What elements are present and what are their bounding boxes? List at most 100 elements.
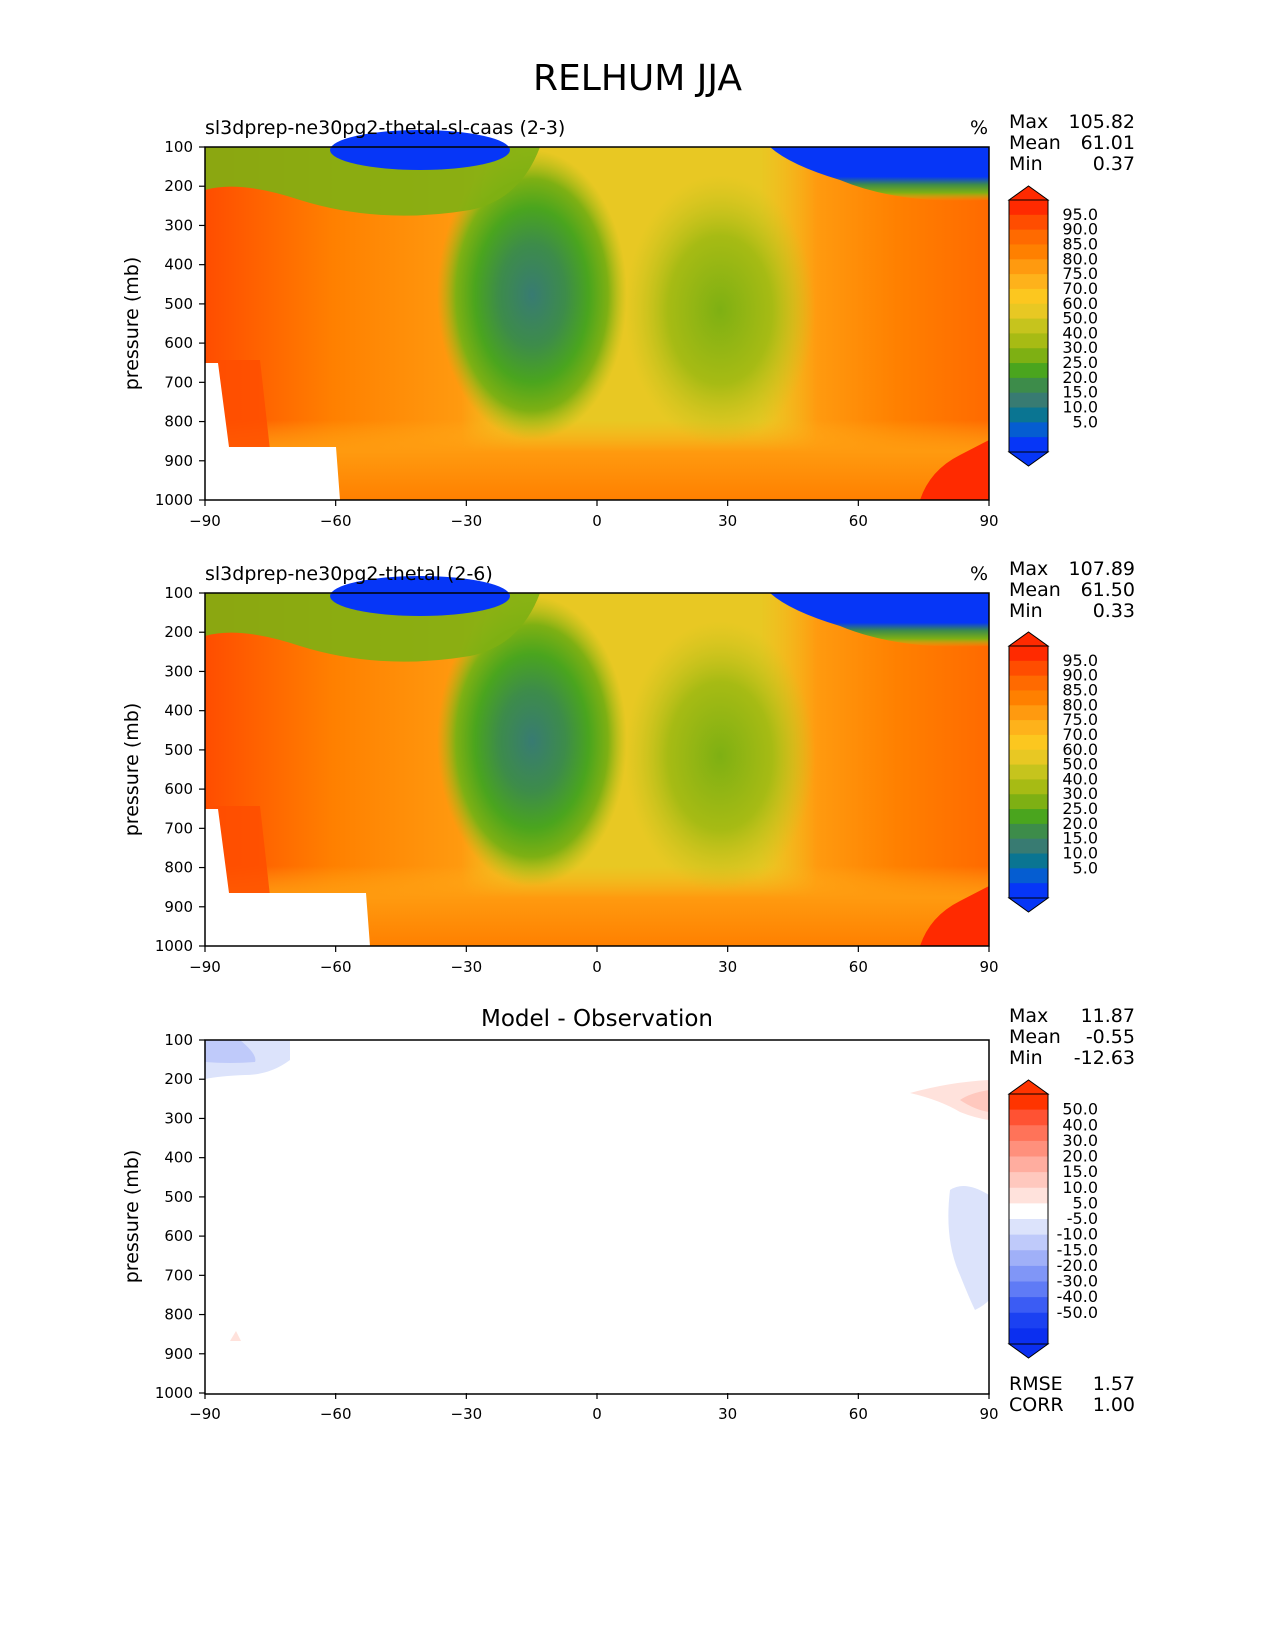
colorbar-swatch bbox=[1009, 1172, 1048, 1189]
stat-label: Mean bbox=[1009, 132, 1061, 154]
panel-2-title: sl3dprep-ne30pg2-thetal (2-6) bbox=[205, 563, 493, 585]
x-tick-label: 30 bbox=[718, 1405, 737, 1423]
colorbar-swatch bbox=[1009, 1250, 1048, 1267]
colorbar-label: 70.0 bbox=[1062, 279, 1098, 298]
stat-label: Max bbox=[1009, 1005, 1049, 1027]
colorbar-swatch bbox=[1009, 720, 1048, 736]
y-tick-label: 200 bbox=[164, 1070, 193, 1088]
colorbar-swatch bbox=[1009, 1156, 1048, 1173]
y-tick-label: 1000 bbox=[155, 937, 193, 955]
y-tick-label: 800 bbox=[164, 1306, 193, 1324]
x-tick-label: −30 bbox=[451, 512, 483, 530]
colorbar-swatch bbox=[1009, 1109, 1048, 1126]
stat-label: Min bbox=[1009, 600, 1043, 622]
stat-value: -0.55 bbox=[1085, 1026, 1135, 1048]
x-tick-label: −90 bbox=[189, 1405, 221, 1423]
colorbar-frame bbox=[1008, 1093, 1049, 1345]
colorbar-swatch bbox=[1009, 288, 1048, 305]
colorbar-label: 90.0 bbox=[1062, 666, 1098, 685]
colorbar-label: 40.0 bbox=[1062, 323, 1098, 342]
stat-label: Max bbox=[1009, 111, 1049, 133]
colorbar-swatch bbox=[1009, 705, 1048, 721]
colorbar-label: 30.0 bbox=[1062, 784, 1098, 803]
colorbar-extend-top bbox=[1007, 185, 1050, 201]
x-tick-label: −30 bbox=[451, 1405, 483, 1423]
colorbar-label: -20.0 bbox=[1057, 1256, 1098, 1275]
y-tick-label: 1000 bbox=[155, 1384, 193, 1402]
colorbar-extend-bottom bbox=[1007, 451, 1050, 467]
x-tick-label: −90 bbox=[189, 958, 221, 976]
stat-value: 61.01 bbox=[1080, 132, 1135, 154]
colorbar-label: 50.0 bbox=[1062, 309, 1098, 328]
colorbar-label: 20.0 bbox=[1062, 1147, 1098, 1166]
stat-label: Mean bbox=[1009, 1026, 1061, 1048]
stat-label: Min bbox=[1009, 153, 1043, 175]
colorbar-label: -40.0 bbox=[1057, 1287, 1098, 1306]
y-tick-label: 600 bbox=[164, 1227, 193, 1245]
stat-label: RMSE bbox=[1009, 1373, 1063, 1395]
stat-label: CORR bbox=[1009, 1394, 1064, 1416]
y-tick-label: 900 bbox=[164, 898, 193, 916]
colorbar-swatch bbox=[1009, 1140, 1048, 1157]
colorbar-swatch bbox=[1009, 392, 1048, 409]
colorbar-label: 70.0 bbox=[1062, 725, 1098, 744]
colorbar-frame bbox=[1008, 645, 1049, 899]
y-tick-label: 800 bbox=[164, 859, 193, 877]
colorbar-swatch bbox=[1009, 690, 1048, 706]
y-tick-label: 800 bbox=[164, 413, 193, 431]
colorbar-swatch bbox=[1009, 377, 1048, 394]
stat-value: 0.37 bbox=[1092, 153, 1135, 175]
colorbar-swatch bbox=[1009, 1265, 1048, 1282]
colorbar-label: 80.0 bbox=[1062, 249, 1098, 268]
colorbar-swatch bbox=[1009, 1187, 1048, 1204]
y-tick-label: 400 bbox=[164, 1149, 193, 1167]
y-tick-label: 900 bbox=[164, 452, 193, 470]
stat-value: 61.50 bbox=[1080, 579, 1135, 601]
figure-title: RELHUM JJA bbox=[533, 58, 742, 99]
stat-value: 1.00 bbox=[1092, 1394, 1135, 1416]
colorbar-label: 10.0 bbox=[1062, 398, 1098, 417]
colorbar-swatch bbox=[1009, 1297, 1048, 1314]
colorbar-extend-bottom bbox=[1007, 1343, 1050, 1359]
colorbar-swatch bbox=[1009, 437, 1048, 453]
colorbar-swatch bbox=[1009, 1281, 1048, 1298]
x-tick-label: 60 bbox=[849, 1405, 868, 1423]
x-tick-label: −60 bbox=[320, 512, 352, 530]
x-tick-label: 30 bbox=[718, 958, 737, 976]
colorbar-label: -15.0 bbox=[1057, 1240, 1098, 1259]
colorbar-label: 30.0 bbox=[1062, 338, 1098, 357]
colorbar-swatch bbox=[1009, 274, 1048, 290]
y-tick-label: 500 bbox=[164, 295, 193, 313]
colorbar-swatch bbox=[1009, 229, 1048, 245]
colorbar-label: 15.0 bbox=[1062, 829, 1098, 848]
x-tick-label: 60 bbox=[849, 512, 868, 530]
colorbar-extend-top bbox=[1007, 1079, 1050, 1095]
colorbar-label: 15.0 bbox=[1062, 1162, 1098, 1181]
colorbar-label: 5.0 bbox=[1073, 1193, 1098, 1212]
colorbar-swatch bbox=[1009, 303, 1048, 320]
x-tick-label: 60 bbox=[849, 958, 868, 976]
colorbar-swatch bbox=[1009, 318, 1048, 334]
colorbar-label: 75.0 bbox=[1062, 264, 1098, 283]
colorbar-swatch bbox=[1009, 1094, 1048, 1111]
colorbar-label: 25.0 bbox=[1062, 799, 1098, 818]
y-tick-label: 500 bbox=[164, 1188, 193, 1206]
colorbar-swatch bbox=[1009, 646, 1048, 662]
x-tick-label: −30 bbox=[451, 958, 483, 976]
y-tick-label: 600 bbox=[164, 780, 193, 798]
colorbar-swatch bbox=[1009, 868, 1048, 884]
x-tick-label: 0 bbox=[592, 1405, 602, 1423]
stat-value: 0.33 bbox=[1092, 600, 1135, 622]
stat-value: 107.89 bbox=[1068, 558, 1135, 580]
colorbar-swatch bbox=[1009, 259, 1048, 275]
colorbar-label: 85.0 bbox=[1062, 234, 1098, 253]
colorbar-swatch bbox=[1009, 823, 1048, 840]
x-tick-label: 30 bbox=[718, 512, 737, 530]
colorbar-label: 90.0 bbox=[1062, 220, 1098, 239]
panel-1-title: sl3dprep-ne30pg2-thetal-sl-caas (2-3) bbox=[205, 117, 566, 139]
colorbar-extend-top bbox=[1007, 631, 1050, 647]
y-tick-label: 700 bbox=[164, 373, 193, 391]
panel-2-units: % bbox=[970, 563, 989, 585]
colorbar-swatch bbox=[1009, 1203, 1048, 1220]
y-tick-label: 300 bbox=[164, 1109, 193, 1127]
